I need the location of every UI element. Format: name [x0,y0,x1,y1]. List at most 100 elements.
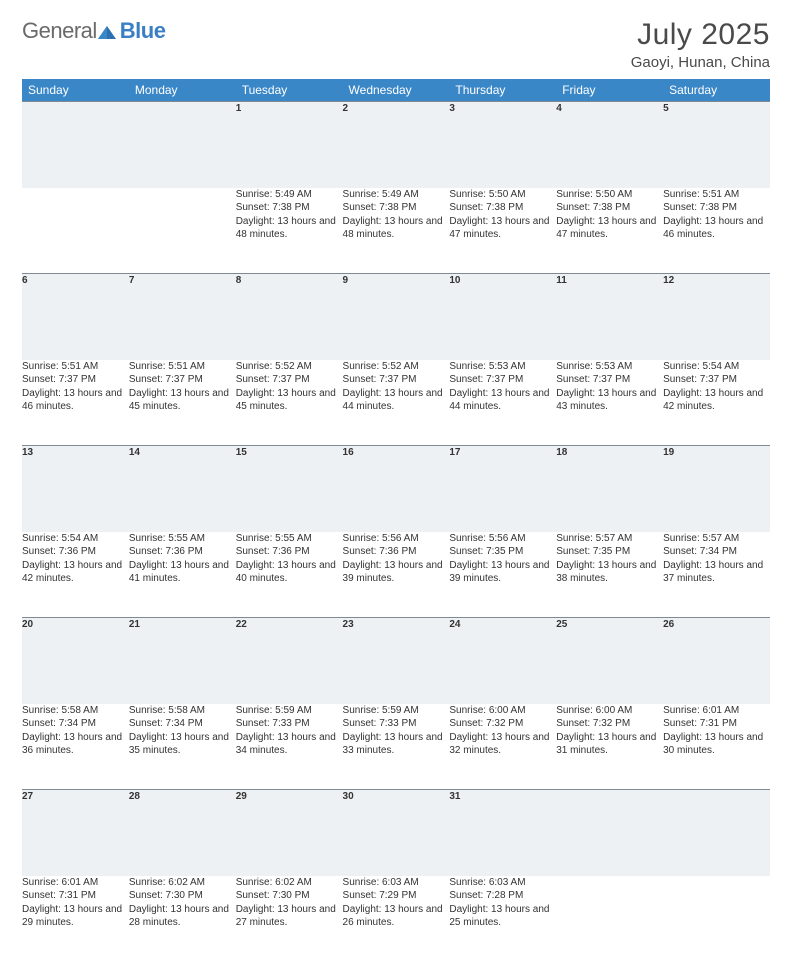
day-number-cell: 14 [129,446,236,532]
sunrise-text: Sunrise: 5:56 AM [343,532,450,546]
sunset-text: Sunset: 7:35 PM [449,545,556,559]
day-number-cell: 15 [236,446,343,532]
day-number-cell: 16 [343,446,450,532]
day-number-cell: 8 [236,274,343,360]
sunset-text: Sunset: 7:36 PM [129,545,236,559]
daylight-text: Daylight: 13 hours and 35 minutes. [129,731,236,758]
day-content-cell: Sunrise: 5:53 AMSunset: 7:37 PMDaylight:… [556,360,663,446]
content-row: Sunrise: 6:01 AMSunset: 7:31 PMDaylight:… [22,876,770,962]
sunset-text: Sunset: 7:33 PM [236,717,343,731]
sunrise-text: Sunrise: 5:55 AM [236,532,343,546]
weekday-header: Monday [129,79,236,102]
day-details: Sunrise: 5:55 AMSunset: 7:36 PMDaylight:… [129,532,236,586]
day-number-cell [556,790,663,876]
day-content-cell: Sunrise: 5:57 AMSunset: 7:35 PMDaylight:… [556,532,663,618]
sunrise-text: Sunrise: 5:51 AM [129,360,236,374]
day-content-cell: Sunrise: 5:52 AMSunset: 7:37 PMDaylight:… [236,360,343,446]
weekday-header: Thursday [449,79,556,102]
day-content-cell: Sunrise: 5:49 AMSunset: 7:38 PMDaylight:… [236,188,343,274]
sunrise-text: Sunrise: 5:51 AM [663,188,770,202]
daylight-text: Daylight: 13 hours and 48 minutes. [236,215,343,242]
day-content-cell: Sunrise: 5:50 AMSunset: 7:38 PMDaylight:… [449,188,556,274]
content-row: Sunrise: 5:54 AMSunset: 7:36 PMDaylight:… [22,532,770,618]
day-number-cell: 26 [663,618,770,704]
sunrise-text: Sunrise: 5:54 AM [663,360,770,374]
logo-text-1: General [22,18,97,44]
day-content-cell: Sunrise: 5:51 AMSunset: 7:37 PMDaylight:… [22,360,129,446]
sunset-text: Sunset: 7:38 PM [556,201,663,215]
daylight-text: Daylight: 13 hours and 30 minutes. [663,731,770,758]
sunset-text: Sunset: 7:37 PM [556,373,663,387]
sunset-text: Sunset: 7:34 PM [22,717,129,731]
day-number-cell: 22 [236,618,343,704]
day-details: Sunrise: 6:01 AMSunset: 7:31 PMDaylight:… [663,704,770,758]
day-content-cell [129,188,236,274]
sunrise-text: Sunrise: 5:50 AM [556,188,663,202]
day-content-cell: Sunrise: 6:02 AMSunset: 7:30 PMDaylight:… [236,876,343,962]
sunrise-text: Sunrise: 5:50 AM [449,188,556,202]
sunset-text: Sunset: 7:36 PM [22,545,129,559]
sunset-text: Sunset: 7:37 PM [22,373,129,387]
day-number-cell: 10 [449,274,556,360]
sunrise-text: Sunrise: 5:57 AM [663,532,770,546]
daylight-text: Daylight: 13 hours and 39 minutes. [449,559,556,586]
daylight-text: Daylight: 13 hours and 43 minutes. [556,387,663,414]
daylight-text: Daylight: 13 hours and 36 minutes. [22,731,129,758]
sunset-text: Sunset: 7:38 PM [343,201,450,215]
logo-triangle-icon [97,24,117,40]
daylight-text: Daylight: 13 hours and 33 minutes. [343,731,450,758]
day-details: Sunrise: 6:00 AMSunset: 7:32 PMDaylight:… [449,704,556,758]
day-details: Sunrise: 6:00 AMSunset: 7:32 PMDaylight:… [556,704,663,758]
day-content-cell: Sunrise: 5:51 AMSunset: 7:37 PMDaylight:… [129,360,236,446]
daylight-text: Daylight: 13 hours and 32 minutes. [449,731,556,758]
day-details: Sunrise: 5:56 AMSunset: 7:35 PMDaylight:… [449,532,556,586]
daynum-row: 12345 [22,102,770,188]
day-content-cell: Sunrise: 5:56 AMSunset: 7:36 PMDaylight:… [343,532,450,618]
day-content-cell: Sunrise: 5:55 AMSunset: 7:36 PMDaylight:… [236,532,343,618]
sunrise-text: Sunrise: 5:58 AM [22,704,129,718]
day-content-cell: Sunrise: 5:49 AMSunset: 7:38 PMDaylight:… [343,188,450,274]
sunset-text: Sunset: 7:32 PM [449,717,556,731]
sunrise-text: Sunrise: 5:59 AM [236,704,343,718]
sunrise-text: Sunrise: 5:49 AM [236,188,343,202]
weekday-header: Friday [556,79,663,102]
sunset-text: Sunset: 7:37 PM [236,373,343,387]
calendar-table: Sunday Monday Tuesday Wednesday Thursday… [22,79,770,962]
daylight-text: Daylight: 13 hours and 45 minutes. [236,387,343,414]
day-number-cell: 31 [449,790,556,876]
daylight-text: Daylight: 13 hours and 44 minutes. [343,387,450,414]
weekday-header: Saturday [663,79,770,102]
calendar-body: 12345Sunrise: 5:49 AMSunset: 7:38 PMDayl… [22,102,770,962]
content-row: Sunrise: 5:51 AMSunset: 7:37 PMDaylight:… [22,360,770,446]
daylight-text: Daylight: 13 hours and 37 minutes. [663,559,770,586]
sunrise-text: Sunrise: 6:03 AM [449,876,556,890]
sunset-text: Sunset: 7:30 PM [236,889,343,903]
daynum-row: 13141516171819 [22,446,770,532]
day-number-cell: 19 [663,446,770,532]
sunset-text: Sunset: 7:34 PM [129,717,236,731]
logo-text-2: Blue [120,18,166,44]
sunrise-text: Sunrise: 5:55 AM [129,532,236,546]
day-content-cell: Sunrise: 5:56 AMSunset: 7:35 PMDaylight:… [449,532,556,618]
day-details: Sunrise: 6:03 AMSunset: 7:28 PMDaylight:… [449,876,556,930]
daylight-text: Daylight: 13 hours and 40 minutes. [236,559,343,586]
day-details: Sunrise: 5:53 AMSunset: 7:37 PMDaylight:… [556,360,663,414]
day-number-cell: 18 [556,446,663,532]
day-details: Sunrise: 6:02 AMSunset: 7:30 PMDaylight:… [236,876,343,930]
day-number-cell: 3 [449,102,556,188]
day-details: Sunrise: 5:49 AMSunset: 7:38 PMDaylight:… [343,188,450,242]
day-number-cell: 9 [343,274,450,360]
day-details: Sunrise: 5:54 AMSunset: 7:36 PMDaylight:… [22,532,129,586]
day-number-cell: 23 [343,618,450,704]
sunset-text: Sunset: 7:37 PM [663,373,770,387]
daylight-text: Daylight: 13 hours and 46 minutes. [22,387,129,414]
day-content-cell: Sunrise: 5:59 AMSunset: 7:33 PMDaylight:… [236,704,343,790]
day-content-cell: Sunrise: 5:54 AMSunset: 7:37 PMDaylight:… [663,360,770,446]
sunset-text: Sunset: 7:36 PM [236,545,343,559]
sunset-text: Sunset: 7:37 PM [343,373,450,387]
day-number-cell: 20 [22,618,129,704]
day-content-cell: Sunrise: 6:01 AMSunset: 7:31 PMDaylight:… [663,704,770,790]
day-number-cell: 21 [129,618,236,704]
daylight-text: Daylight: 13 hours and 41 minutes. [129,559,236,586]
day-details: Sunrise: 5:56 AMSunset: 7:36 PMDaylight:… [343,532,450,586]
